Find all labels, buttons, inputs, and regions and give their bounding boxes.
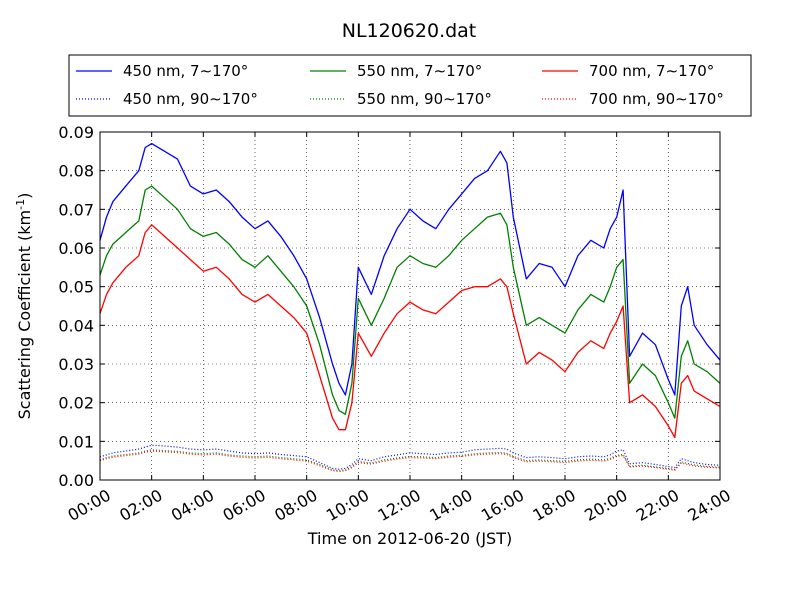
legend-box: [68, 54, 752, 117]
y-axis-label: Scattering Coefficient (km-1): [14, 193, 34, 420]
x-tick-label: 20:00: [581, 485, 630, 525]
y-tick-label: 0.03: [58, 355, 94, 374]
x-tick-label: 24:00: [685, 485, 734, 525]
x-tick-label: 12:00: [375, 485, 424, 525]
x-tick-label: 06:00: [220, 485, 269, 525]
y-tick-label: 0.01: [58, 432, 94, 451]
y-tick-label: 0.02: [58, 394, 94, 413]
plot-area: [100, 132, 720, 480]
series-line: [99, 185, 721, 419]
x-tick-label: 10:00: [323, 485, 372, 525]
y-axis-label-close: ): [15, 193, 34, 199]
y-axis-label-text: Scattering Coefficient (km: [15, 210, 34, 420]
series-line: [99, 142, 721, 396]
y-tick-label: 0.09: [58, 123, 94, 142]
y-tick-label: 0.06: [58, 239, 94, 258]
legend: 450 nm, 7∼170° 550 nm, 7∼170° 700 nm, 7∼17…: [76, 62, 724, 108]
x-tick-label: 22:00: [633, 485, 682, 525]
y-tick-label: 0.05: [58, 278, 94, 297]
x-tick-labels: 00:00 02:00 04:00 06:00 08:00 10:00 12:00 14:00…: [65, 485, 734, 525]
y-tick-labels: 0.00 0.01 0.02 0.03 0.04 0.05 0.06 0.07 0.08 0.09: [58, 123, 94, 490]
y-tick-label: 0.08: [58, 162, 94, 181]
series-line: [99, 224, 721, 439]
y-tick-label: 0.04: [58, 316, 94, 335]
x-tick-label: 04:00: [168, 485, 217, 525]
x-tick-label: 16:00: [478, 485, 527, 525]
x-tick-label: 02:00: [116, 485, 165, 525]
x-tick-label: 08:00: [271, 485, 320, 525]
x-tick-label: 00:00: [65, 485, 114, 525]
x-tick-label: 18:00: [530, 485, 579, 525]
x-axis-label: Time on 2012-06-20 (JST): [307, 529, 512, 548]
x-tick-label: 14:00: [426, 485, 475, 525]
y-axis-label-exponent: -1: [14, 199, 27, 210]
legend-label: 550 nm, 7∼170°: [357, 62, 482, 80]
legend-label: 550 nm, 90∼170°: [357, 90, 492, 108]
legend-label: 450 nm, 90∼170°: [123, 90, 258, 108]
y-tick-label: 0.00: [58, 471, 94, 490]
y-tick-label: 0.07: [58, 200, 94, 219]
legend-label: 450 nm, 7∼170°: [123, 62, 248, 80]
series-lines: [99, 142, 721, 473]
ticks: [99, 131, 721, 481]
legend-label: 700 nm, 7∼170°: [589, 62, 714, 80]
chart-title: NL120620.dat: [342, 20, 477, 42]
legend-label: 700 nm, 90∼170°: [589, 90, 724, 108]
grid: [100, 132, 720, 480]
